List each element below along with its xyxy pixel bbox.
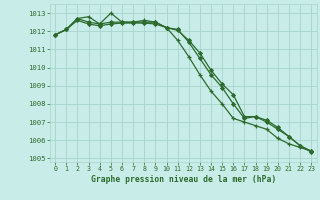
- X-axis label: Graphe pression niveau de la mer (hPa): Graphe pression niveau de la mer (hPa): [91, 175, 276, 184]
